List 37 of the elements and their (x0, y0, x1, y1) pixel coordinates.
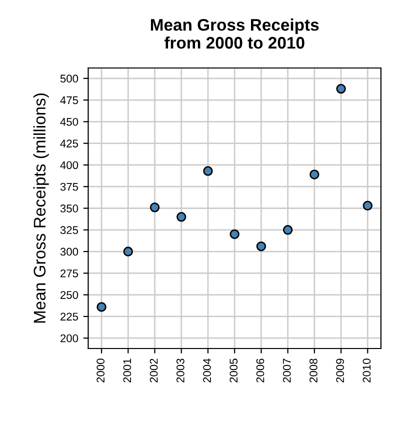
y-tick-label: 400 (60, 161, 78, 170)
y-tick-label: 375 (60, 182, 78, 191)
y-tick-label: 450 (60, 118, 78, 126)
x-tick-label: 2002 (150, 358, 158, 382)
y-tick-label: 475 (60, 96, 78, 104)
x-tick-label: 2006 (256, 358, 264, 382)
point (230, 229, 240, 240)
x-tick-label: 2005 (230, 358, 238, 382)
x-tick-label: 2003 (176, 358, 184, 382)
x-tick-label: 2010 (362, 358, 371, 382)
y-tick-label: 300 (60, 248, 78, 256)
y-tick-label: 225 (60, 312, 78, 321)
point (203, 166, 213, 176)
x-tick-label: 2004 (203, 358, 211, 382)
y-tick-label: 500 (60, 74, 78, 83)
x-tick-label: 2009 (336, 358, 344, 382)
x-tick-label: 2008 (310, 358, 318, 382)
y-tick-label: 275 (60, 269, 78, 278)
point (96, 302, 106, 312)
y-tick-label: 325 (60, 226, 78, 234)
point (150, 202, 160, 212)
point (256, 241, 266, 252)
x-tick-label: 2000 (96, 358, 105, 382)
point (362, 200, 373, 211)
y-tick-label: 250 (60, 291, 78, 299)
x-tick-label: 2007 (282, 358, 291, 382)
point (123, 246, 133, 256)
point (336, 84, 346, 94)
point (176, 212, 186, 222)
y-axis-title: Mean Gross Receipts (millions) (33, 94, 49, 323)
y-tick-label: 350 (60, 204, 78, 212)
point (282, 225, 293, 235)
y-tick-label: 200 (60, 334, 78, 342)
x-tick-label: 2001 (123, 358, 132, 382)
point (310, 170, 320, 180)
chart-title: Mean Gross Receipts from 2000 to 2010 (150, 18, 319, 49)
y-tick-label: 425 (60, 140, 78, 148)
